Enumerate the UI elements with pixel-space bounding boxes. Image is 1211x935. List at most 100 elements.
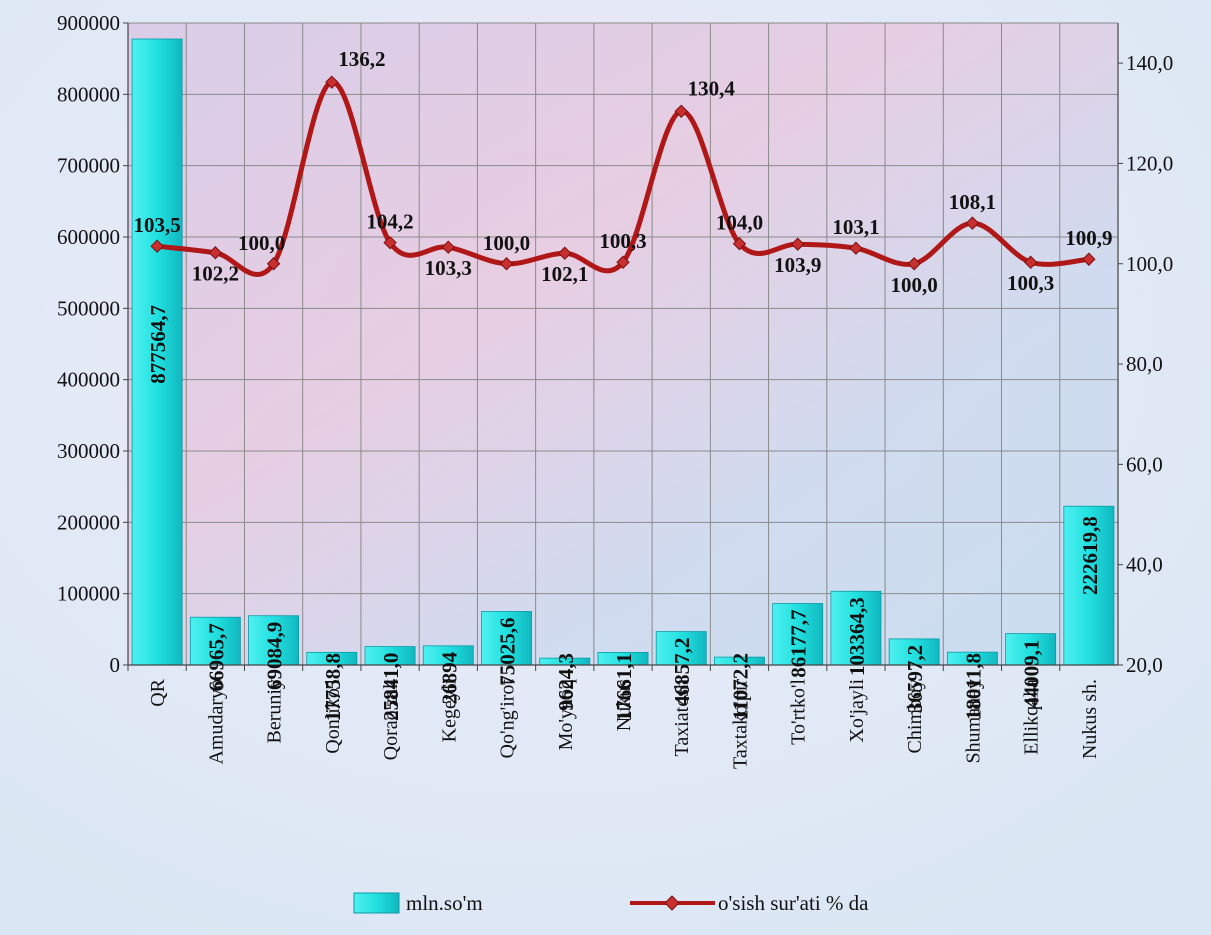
x-tick-label: Shumanay <box>962 679 984 763</box>
legend: mln.so'm o'sish sur'ati % da <box>353 891 869 915</box>
bar <box>830 590 882 666</box>
line-point <box>732 236 747 251</box>
bar <box>1005 633 1057 666</box>
line-series <box>150 75 1096 277</box>
y-left-tick-label: 600000 <box>57 225 120 249</box>
line-point <box>1023 255 1038 269</box>
bar-value-label: 66965,7 <box>204 623 228 691</box>
y-right-tick-label: 40,0 <box>1126 553 1163 577</box>
x-tick-label: Mo'ynoq <box>555 679 577 750</box>
line-value-label: 103,9 <box>774 253 821 277</box>
line-point <box>266 257 281 271</box>
plot-area <box>128 23 1118 665</box>
legend-bar-swatch <box>353 892 400 914</box>
line-value-label: 102,1 <box>541 262 588 286</box>
line-point <box>383 235 397 250</box>
line-point <box>849 241 863 255</box>
bar-value-label: 69084,9 <box>263 622 287 690</box>
bar <box>1063 505 1115 666</box>
bar-value-label: 222619,8 <box>1078 516 1102 595</box>
line-value-label: 100,3 <box>599 229 646 253</box>
bar <box>655 631 707 666</box>
line-value-label: 103,5 <box>133 213 180 237</box>
bar-value-label: 36597,2 <box>903 645 927 713</box>
bar-value-label: 9624,3 <box>554 653 578 711</box>
y-left-tick-label: 400000 <box>57 368 120 392</box>
bar-value-label: 44009,1 <box>1020 640 1044 708</box>
bar-value-label: 17758,8 <box>321 653 345 721</box>
y-left-tick-label: 100000 <box>57 582 120 606</box>
x-tick-label: Qorao'zak <box>380 679 402 760</box>
line-value-label: 103,3 <box>425 256 472 280</box>
x-tick-label: Qo'ng'irot <box>497 679 519 759</box>
bar-value-label: 25841,0 <box>379 653 403 721</box>
x-tick-label: To'rtko'l <box>788 679 810 745</box>
line-point <box>965 216 980 230</box>
line-value-label: 108,1 <box>949 190 996 214</box>
line-point <box>558 246 572 260</box>
bar-value-label: 103364,3 <box>845 597 869 676</box>
y-left-tick-label: 500000 <box>57 296 120 320</box>
x-tick-label: Xo'jayli <box>846 679 868 743</box>
line-point <box>790 237 805 251</box>
legend-bar-label: mln.so'm <box>406 891 483 915</box>
y-left-tick-label: 300000 <box>57 439 120 463</box>
bar <box>189 616 241 666</box>
y-right-tick-label: 100,0 <box>1126 252 1173 276</box>
line-point <box>1082 252 1096 266</box>
bar <box>131 38 183 666</box>
x-tick-label: Taxiatosh <box>671 679 693 756</box>
bar-value-label: 46857,2 <box>670 638 694 706</box>
line-point <box>499 257 514 271</box>
bar-value-label: 17661,1 <box>612 653 636 721</box>
x-tick-label: Beruniy <box>264 679 286 743</box>
bar <box>248 615 300 666</box>
line-point <box>325 75 339 89</box>
bar <box>888 638 940 666</box>
line-value-label: 100,0 <box>483 231 530 255</box>
y-left-tick-label: 700000 <box>57 154 120 178</box>
line-value-label: 104,2 <box>366 210 413 234</box>
bar <box>481 611 532 666</box>
x-tick-label: QR <box>147 678 169 706</box>
data-labels: 877564,7 66965,7 69084,9 17758,8 25841,0 2689… <box>133 47 1112 721</box>
x-tick-label: Chimboy <box>904 679 926 753</box>
line-value-label: 103,1 <box>832 215 879 239</box>
line-value-label: 102,2 <box>192 262 239 286</box>
y-right-tick-label: 80,0 <box>1126 352 1163 376</box>
line-point <box>208 246 223 260</box>
line-point <box>616 255 630 269</box>
line-value-label: 104,0 <box>716 211 763 235</box>
x-tick-label: Nukus sh. <box>1079 679 1101 759</box>
line-point <box>441 240 456 254</box>
bar-value-label: 877564,7 <box>146 305 170 384</box>
line-value-label: 136,2 <box>338 47 385 71</box>
bar-value-label: 75025,6 <box>496 617 520 685</box>
x-tick-label: Nukus <box>613 679 635 731</box>
line-value-label: 130,4 <box>688 76 736 100</box>
line-point <box>150 239 164 253</box>
x-tick-label: Taxtako'pir <box>729 679 751 769</box>
x-tick-label: Ellikqal'a <box>1021 679 1043 755</box>
y-right-tick-label: 60,0 <box>1126 452 1163 476</box>
line-value-label: 100,3 <box>1007 271 1054 295</box>
line-value-label: 100,0 <box>238 231 285 255</box>
line-value-label: 100,0 <box>891 273 938 297</box>
bar-value-label: 18011,8 <box>961 653 985 720</box>
y-left-tick-label: 0 <box>110 653 121 677</box>
x-tick-label: Amudaryo <box>205 679 227 765</box>
legend-line-label: o'sish sur'ati % da <box>718 891 869 915</box>
y-right-tick-label: 140,0 <box>1126 51 1173 75</box>
y-left-tick-label: 200000 <box>57 510 120 534</box>
y-left-tick-label: 900000 <box>57 11 120 35</box>
legend-line-marker <box>664 895 680 911</box>
x-tick-label: Kegeyli <box>438 679 460 743</box>
bar <box>772 603 824 666</box>
bar-value-label: 11072,2 <box>728 653 752 720</box>
bar-value-label: 86177,7 <box>787 610 811 678</box>
line-point <box>907 257 921 271</box>
y-right-tick-label: 120,0 <box>1126 151 1173 175</box>
bar-value-label: 26894 <box>437 651 461 704</box>
y-left-tick-label: 800000 <box>57 82 120 106</box>
